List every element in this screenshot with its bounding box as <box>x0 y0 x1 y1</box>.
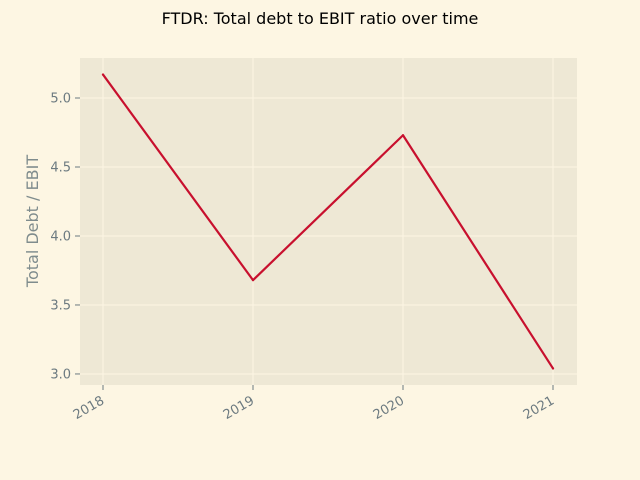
data-point <box>401 134 405 137</box>
y-axis: 3.0 3.5 4.0 4.5 5.0 <box>50 92 80 382</box>
x-tick-label: 2020 <box>371 393 407 423</box>
y-tick-label: 4.0 <box>50 229 71 244</box>
x-tick-label: 2018 <box>71 393 107 423</box>
grid-lines <box>80 58 577 385</box>
y-tick-label: 3.0 <box>50 367 71 382</box>
x-tick-label: 2021 <box>521 393 557 423</box>
series-layer <box>101 73 555 370</box>
y-tick-label: 5.0 <box>50 92 71 107</box>
y-tick-label: 3.5 <box>50 298 71 313</box>
chart-title: FTDR: Total debt to EBIT ratio over time <box>162 9 479 28</box>
data-point <box>551 367 555 370</box>
series-line <box>101 73 555 370</box>
y-tick-label: 4.5 <box>50 161 71 176</box>
x-axis: 2018 2019 2020 2021 <box>71 385 557 423</box>
y-axis-label: Total Debt / EBIT <box>23 155 42 288</box>
x-tick-label: 2019 <box>221 393 257 423</box>
data-point <box>101 73 105 76</box>
plot-area <box>80 58 577 385</box>
data-point <box>251 279 255 282</box>
